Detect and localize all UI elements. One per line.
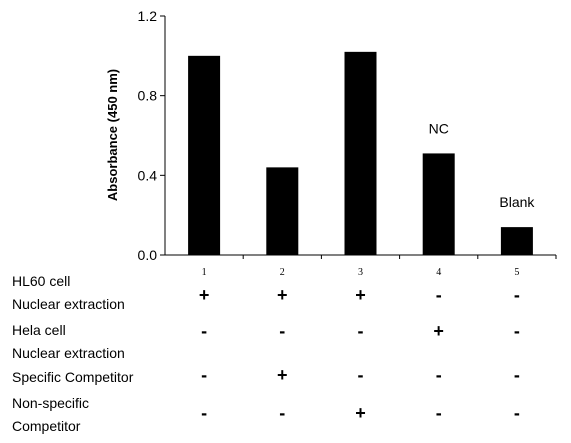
plus-sign: + — [355, 403, 366, 423]
plus-sign: + — [355, 285, 366, 305]
condition-label: Nuclear extraction — [12, 345, 125, 361]
condition-label: Nuclear extraction — [12, 296, 125, 312]
minus-sign: - — [201, 321, 208, 341]
condition-label: Competitor — [12, 418, 81, 434]
condition-label: Specific Competitor — [12, 369, 134, 385]
y-tick-label: 0.0 — [138, 247, 158, 263]
bar-2 — [266, 167, 299, 255]
minus-sign: - — [513, 365, 520, 385]
y-axis-label: Absorbance (450 nm) — [105, 69, 120, 201]
plus-sign: + — [433, 321, 444, 341]
x-tick-label: 3 — [358, 267, 363, 278]
bars — [188, 51, 533, 256]
x-category-labels: 1 2 3 4 5 — [202, 255, 557, 278]
bar-5 — [500, 227, 533, 255]
plus-sign: + — [277, 285, 288, 305]
minus-sign: - — [357, 321, 364, 341]
x-tick-label: 5 — [514, 267, 519, 278]
condition-label: HL60 cell — [12, 273, 71, 289]
x-tick-label: 2 — [280, 267, 285, 278]
bar-1 — [188, 55, 221, 256]
y-tick-label: 1.2 — [138, 8, 158, 24]
y-ticks: 0.0 0.4 0.8 1.2 — [138, 8, 165, 263]
minus-sign: - — [357, 365, 364, 385]
minus-sign: - — [435, 403, 442, 423]
bar-4 — [422, 153, 455, 255]
minus-sign: - — [435, 285, 442, 305]
bar-3 — [344, 51, 377, 255]
minus-sign: - — [513, 403, 520, 423]
bar-annotation: Blank — [499, 194, 535, 210]
condition-label: Non-specific — [12, 395, 90, 411]
y-tick-label: 0.8 — [138, 88, 158, 104]
minus-sign: - — [435, 365, 442, 385]
plus-sign: + — [277, 365, 288, 385]
plus-sign: + — [198, 285, 210, 305]
minus-sign: - — [279, 321, 286, 341]
bar-annotation: NC — [429, 120, 449, 136]
condition-label: Hela cell — [12, 322, 66, 338]
x-tick-label: 4 — [436, 267, 441, 278]
x-tick-label: 1 — [202, 267, 207, 278]
y-tick-label: 0.4 — [138, 167, 158, 183]
minus-sign: - — [201, 365, 208, 385]
minus-sign: - — [201, 403, 208, 423]
annotations: NC Blank — [429, 120, 536, 210]
minus-sign: - — [513, 285, 520, 305]
minus-sign: - — [279, 403, 286, 423]
minus-sign: - — [513, 321, 520, 341]
